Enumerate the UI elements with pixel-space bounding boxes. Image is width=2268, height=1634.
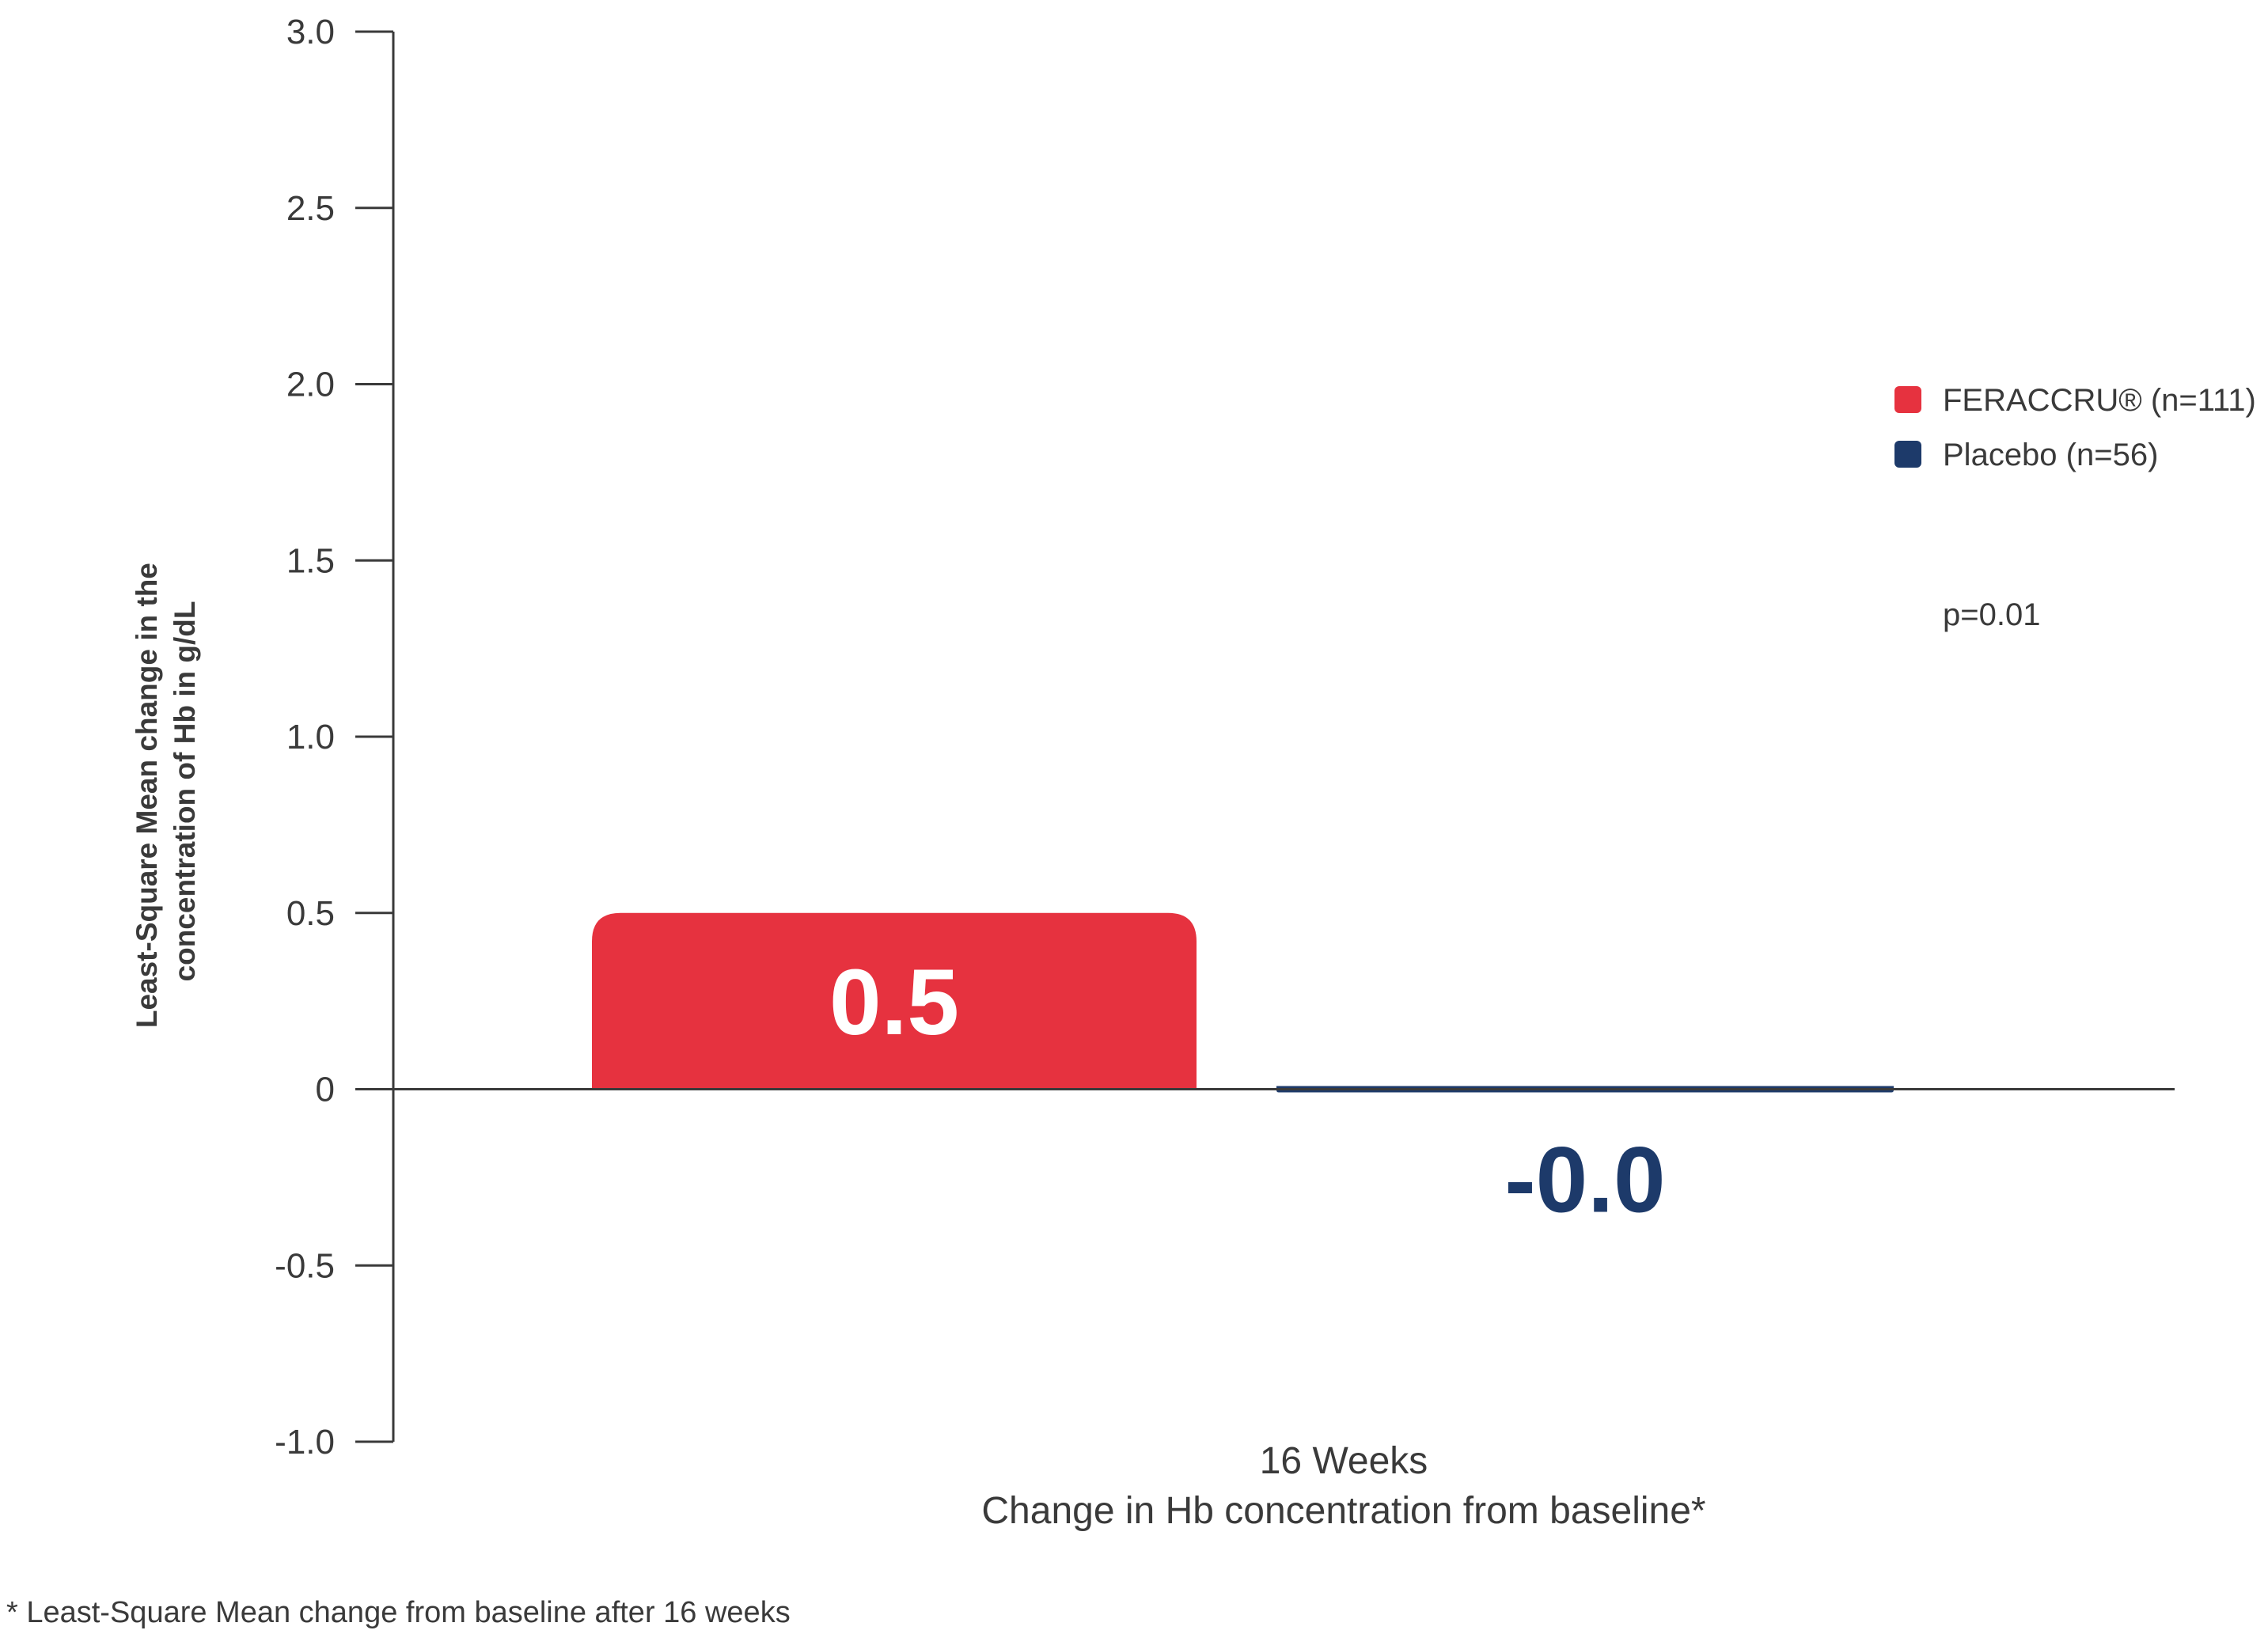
bars <box>592 912 1894 1093</box>
y-axis-title: Least-Square Mean change in the concentr… <box>131 555 201 1028</box>
y-tick-label: -1.0 <box>275 1423 335 1462</box>
legend-swatch-feraccru <box>1894 386 1921 413</box>
y-tick-label: 1.0 <box>286 718 335 756</box>
y-tick-label: 3.0 <box>286 13 335 51</box>
bar-label-placebo: -0.0 <box>1504 1128 1665 1233</box>
y-tick-label: -0.5 <box>275 1246 335 1285</box>
y-tick-label: 0.5 <box>286 894 335 933</box>
y-tick-label: 0 <box>316 1071 335 1109</box>
bar-label-feraccru: 0.5 <box>829 950 959 1055</box>
footnote: * Least-Square Mean change from baseline… <box>6 1596 791 1629</box>
y-tick-label: 1.5 <box>286 541 335 580</box>
bar-labels: 0.5 -0.0 <box>829 950 1666 1232</box>
legend: FERACCRU® (n=111) Placebo (n=56) <box>1894 383 2256 472</box>
y-tick-label: 2.5 <box>286 189 335 228</box>
legend-label-feraccru: FERACCRU® (n=111) <box>1943 383 2256 418</box>
p-value-annotation: p=0.01 <box>1943 597 2040 632</box>
x-axis-label-line-1: 16 Weeks <box>1260 1440 1428 1482</box>
y-axis-title-line-1: Least-Square Mean change in the <box>131 563 163 1028</box>
legend-label-placebo: Placebo (n=56) <box>1943 438 2158 472</box>
y-axis-title-line-2: concentration of Hb in g/dL <box>169 601 201 982</box>
legend-swatch-placebo <box>1894 441 1921 468</box>
y-ticks: 3.0 2.5 2.0 1.5 1.0 0.5 0 -0.5 -1.0 <box>275 13 393 1462</box>
bar-feraccru <box>592 912 1197 1090</box>
x-axis-label-line-2: Change in Hb concentration from baseline… <box>981 1490 1705 1532</box>
y-tick-label: 2.0 <box>286 366 335 404</box>
